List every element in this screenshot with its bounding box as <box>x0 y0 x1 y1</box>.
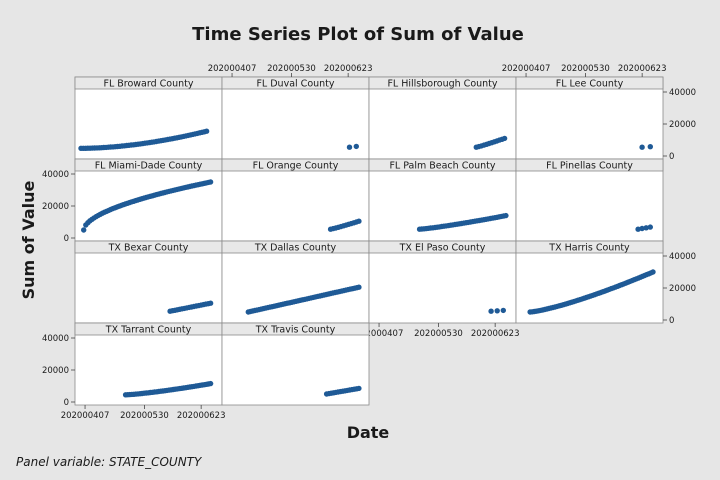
panel-label: FL Hillsborough County <box>387 79 497 90</box>
y-tick-label: 0 <box>64 398 69 408</box>
data-point <box>346 144 353 150</box>
x-tick-label: 202000530 <box>120 411 169 421</box>
data-point <box>650 269 656 275</box>
panel-label: FL Pinellas County <box>546 161 633 172</box>
panel-label: TX Bexar County <box>108 243 189 254</box>
panel-label: TX Tarrant County <box>105 325 192 336</box>
x-tick-label: 202000407 <box>355 329 404 339</box>
panel-frame <box>74 158 223 242</box>
panel-label: FL Palm Beach County <box>389 161 495 172</box>
data-point <box>353 143 359 150</box>
data-point <box>639 144 645 150</box>
panel-tx-tarrant-county: TX Tarrant County 0 20000 40000 202000407 202… <box>42 322 226 421</box>
data-point <box>207 179 214 185</box>
panel-grid: FL Broward County FL Duval County 20200040… <box>42 64 696 421</box>
panel-label: FL Miami-Dade County <box>95 161 203 172</box>
panel-fl-miami-dade-county: FL Miami-Dade County 0 20000 40000 <box>42 158 223 244</box>
panel-tx-bexar-county: TX Bexar County <box>74 240 223 324</box>
panel-tx-travis-county: TX Travis County <box>221 322 370 406</box>
panel-strip <box>515 158 664 172</box>
data-point <box>635 226 641 232</box>
data-point <box>643 225 649 231</box>
panel-tx-dallas-county: TX Dallas County <box>221 240 370 324</box>
panel-fl-pinellas-county: FL Pinellas County <box>515 158 664 242</box>
x-tick-label: 202000407 <box>502 64 551 74</box>
y-tick-label: 20000 <box>42 366 69 376</box>
x-tick-label: 202000623 <box>177 411 226 421</box>
data-point <box>81 227 87 233</box>
panel-label: TX Travis County <box>255 325 336 336</box>
panel-label: TX El Paso County <box>399 243 486 254</box>
panel-strip <box>221 322 370 336</box>
panel-strip <box>515 76 664 90</box>
data-point <box>207 380 214 387</box>
panel-tx-el-paso-county: TX El Paso County 202000407 202000530 20200… <box>355 240 520 339</box>
panel-label: TX Harris County <box>548 243 630 254</box>
panel-frame <box>74 240 223 324</box>
panel-variable-note: Panel variable: STATE_COUNTY <box>16 455 203 469</box>
data-point <box>500 307 506 314</box>
y-tick-label: 0 <box>669 316 674 326</box>
panel-label: TX Dallas County <box>254 243 337 254</box>
panel-tx-harris-county: TX Harris County 0 20000 40000 <box>515 240 696 326</box>
data-point <box>207 300 214 306</box>
data-point <box>203 128 210 134</box>
x-tick-label: 202000530 <box>561 64 610 74</box>
y-tick-label: 40000 <box>42 334 69 344</box>
y-tick-label: 40000 <box>669 88 696 98</box>
panel-fl-lee-county: FL Lee County 0 20000 40000 202000407 2020005… <box>502 64 696 162</box>
y-axis-label: Sum of Value <box>19 181 38 300</box>
x-tick-label: 202000623 <box>618 64 667 74</box>
y-tick-label: 40000 <box>42 170 69 180</box>
x-tick-label: 202000623 <box>324 64 373 74</box>
data-point <box>356 385 362 392</box>
panel-fl-duval-county: FL Duval County 202000407 202000530 2020006… <box>208 64 373 160</box>
y-tick-label: 0 <box>64 234 69 244</box>
panel-frame <box>221 240 370 324</box>
x-axis-label: Date <box>347 423 390 442</box>
y-tick-label: 20000 <box>42 202 69 212</box>
y-tick-label: 40000 <box>669 252 696 262</box>
data-point <box>494 308 500 314</box>
data-point <box>356 218 362 224</box>
data-point <box>501 135 508 142</box>
panel-label: FL Duval County <box>256 79 334 90</box>
panel-label: FL Orange County <box>253 161 339 172</box>
panel-strip <box>515 240 664 254</box>
chart-title: Time Series Plot of Sum of Value <box>192 24 524 45</box>
data-point <box>356 284 362 290</box>
data-point <box>639 225 645 232</box>
panel-frame <box>515 76 664 160</box>
y-tick-label: 20000 <box>669 284 696 294</box>
x-tick-label: 202000530 <box>414 329 463 339</box>
data-point <box>488 308 494 314</box>
x-tick-label: 202000530 <box>267 64 316 74</box>
panel-fl-orange-county: FL Orange County <box>221 158 370 242</box>
panel-label: FL Broward County <box>103 79 193 90</box>
x-tick-label: 202000623 <box>471 329 520 339</box>
panel-fl-palm-beach-county: FL Palm Beach County <box>368 158 517 242</box>
y-tick-label: 20000 <box>669 120 696 130</box>
y-tick-label: 0 <box>669 152 674 162</box>
data-point <box>647 224 653 230</box>
panel-label: FL Lee County <box>556 79 624 90</box>
x-tick-label: 202000407 <box>61 411 110 421</box>
data-point <box>647 144 653 150</box>
data-point <box>503 212 509 219</box>
panel-fl-hillsborough-county: FL Hillsborough County <box>368 76 517 160</box>
x-tick-label: 202000407 <box>208 64 257 74</box>
panel-fl-broward-county: FL Broward County <box>74 76 223 160</box>
